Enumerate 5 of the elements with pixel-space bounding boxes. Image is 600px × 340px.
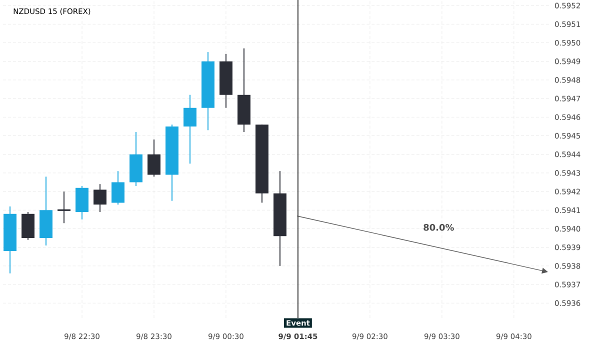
candlestick [112,170,124,206]
candlestick [148,138,160,178]
annotation: 80.0% [424,224,454,231]
candlestick [184,94,196,164]
candlestick [94,184,106,212]
